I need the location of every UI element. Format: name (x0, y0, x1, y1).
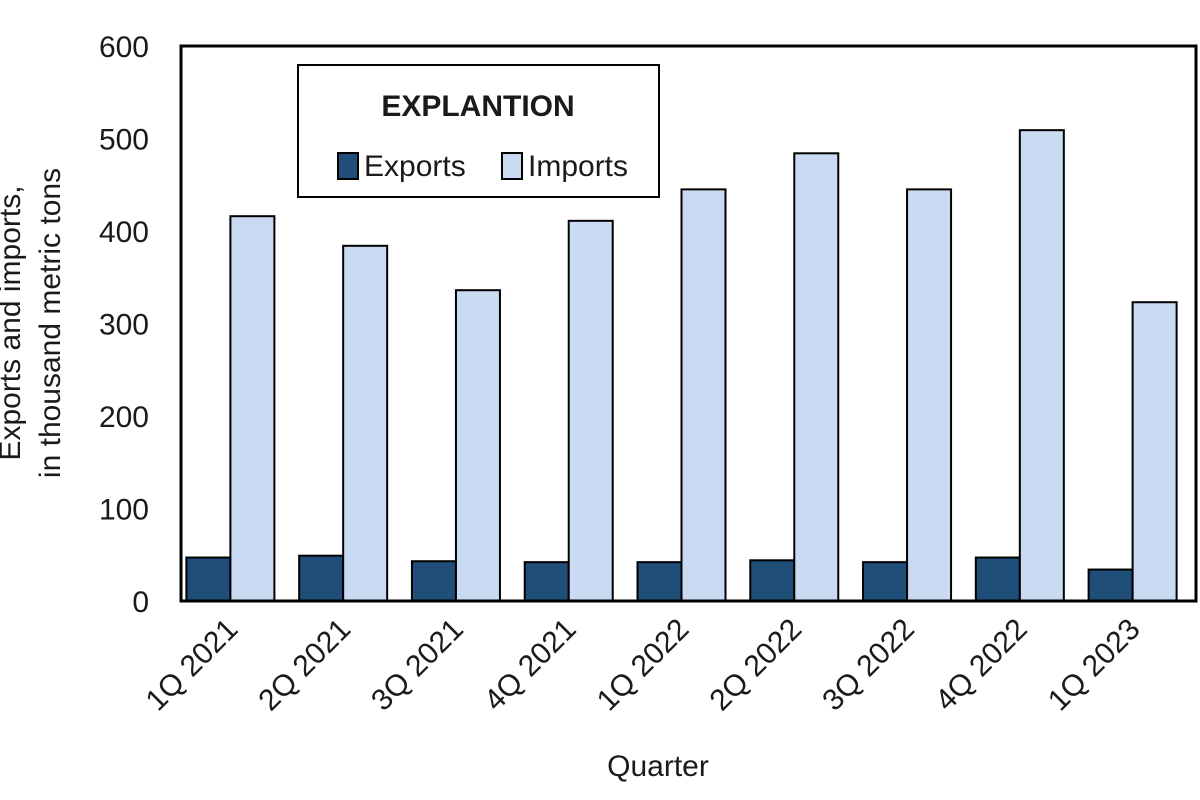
legend-label-exports: Exports (364, 150, 466, 183)
bar-imports-4q-2022 (1018, 129, 1065, 603)
bar-exports-2q-2021 (298, 554, 345, 602)
legend-swatch-exports (337, 152, 359, 180)
legend-title: EXPLANTION (381, 90, 574, 123)
bar-imports-1q-2022 (680, 188, 727, 602)
bar-imports-2q-2022 (793, 152, 840, 603)
bar-imports-1q-2023 (1131, 301, 1178, 602)
legend-swatch-imports (501, 152, 523, 180)
x-axis-title: Quarter (607, 750, 709, 783)
bar-exports-4q-2022 (974, 556, 1021, 603)
y-tick-label: 400 (99, 216, 149, 249)
y-axis-title-line-1: Exports and imports, (0, 185, 27, 460)
x-tick-label: 3Q 2022 (816, 613, 921, 718)
x-tick-label: 2Q 2021 (252, 613, 357, 718)
bar-imports-3q-2021 (454, 289, 501, 602)
plot-frame (179, 44, 1198, 603)
x-tick-label: 3Q 2021 (365, 613, 470, 718)
y-tick-label: 300 (99, 309, 149, 342)
x-tick-label: 1Q 2022 (591, 613, 696, 718)
y-axis: 0 100 200 300 400 500 600 (99, 31, 149, 619)
y-axis-title-line-2: in thousand metric tons (34, 168, 67, 478)
x-tick-label: 1Q 2023 (1042, 613, 1147, 718)
x-tick-label: 4Q 2022 (929, 613, 1034, 718)
bar-exports-3q-2021 (410, 560, 457, 602)
x-tick-label: 1Q 2021 (140, 613, 245, 718)
bar-exports-1q-2021 (185, 556, 232, 603)
bars-layer (185, 129, 1178, 603)
legend-label-imports: Imports (528, 150, 628, 183)
bar-exports-3q-2022 (862, 561, 909, 603)
bar-imports-4q-2021 (567, 219, 614, 602)
y-tick-label: 600 (99, 31, 149, 64)
bar-exports-4q-2021 (523, 561, 570, 603)
bar-exports-1q-2023 (1087, 568, 1134, 602)
x-axis: 1Q 2021 2Q 2021 3Q 2021 4Q 2021 1Q 2022 2Q 20… (140, 613, 1147, 718)
bar-exports-2q-2022 (749, 559, 796, 602)
x-tick-label: 4Q 2021 (478, 613, 583, 718)
bar-imports-3q-2022 (906, 188, 953, 602)
x-tick-label: 2Q 2022 (704, 613, 809, 718)
bar-imports-2q-2021 (342, 244, 389, 603)
y-tick-label: 100 (99, 494, 149, 527)
y-tick-label: 0 (132, 586, 149, 619)
y-tick-label: 200 (99, 401, 149, 434)
y-tick-label: 500 (99, 124, 149, 157)
legend: EXPLANTION Exports Imports (297, 64, 660, 198)
bar-imports-1q-2021 (229, 215, 276, 602)
bar-exports-1q-2022 (636, 561, 683, 603)
